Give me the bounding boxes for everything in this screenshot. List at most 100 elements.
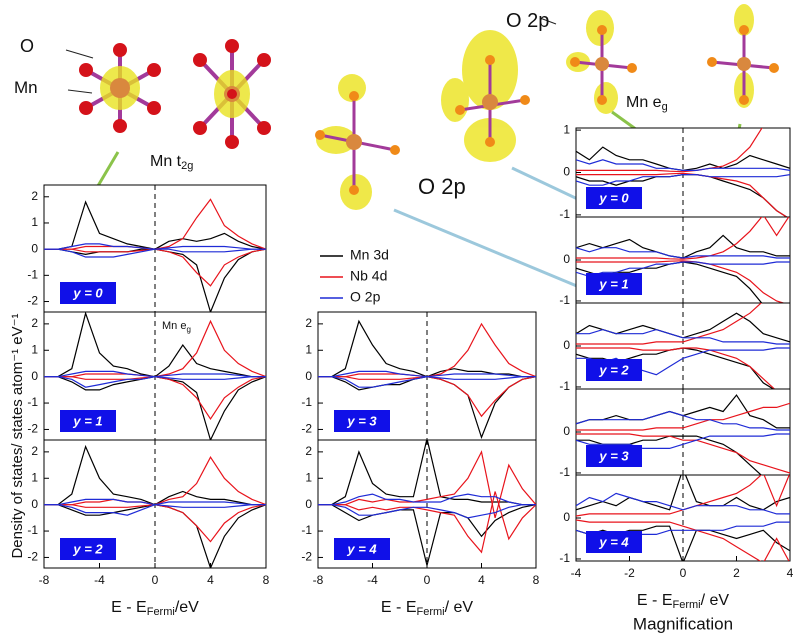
x-axis-label-part: E - E xyxy=(111,599,147,616)
dos-line xyxy=(576,475,790,511)
dos-line xyxy=(576,347,776,389)
series-group xyxy=(318,440,536,566)
leader-line xyxy=(65,49,94,59)
panel-label: y = 2 xyxy=(598,362,629,377)
dos-line xyxy=(44,248,266,258)
y-tick-label: 0 xyxy=(563,338,570,352)
dos-line xyxy=(318,504,536,566)
panel-label-box xyxy=(60,282,116,304)
y-tick-label: 0 xyxy=(563,510,570,524)
y-tick-label: 1 xyxy=(31,470,38,484)
x-axis-label: E - EFermi/eV xyxy=(111,599,199,618)
panel-label-box xyxy=(60,538,116,560)
annotation: O xyxy=(20,36,34,56)
y-tick-label: 2 xyxy=(305,444,312,458)
x-axis-label-part: E - E xyxy=(637,592,673,609)
annotation-part: Mn e xyxy=(162,320,186,332)
x-tick-label: 4 xyxy=(207,573,214,587)
y-tick-label: 1 xyxy=(563,122,570,136)
dos-line xyxy=(576,217,790,260)
annotation-part: Mn t xyxy=(150,153,182,170)
x-axis-label-part: /eV xyxy=(175,599,199,616)
series-group xyxy=(44,312,266,440)
dos-line xyxy=(44,376,266,388)
dos-line xyxy=(576,174,790,186)
y-tick-label: 0 xyxy=(31,241,38,255)
y-tick-label: 0 xyxy=(31,497,38,511)
y-tick-label: -1 xyxy=(27,268,38,282)
y-tick-label: -1 xyxy=(27,395,38,409)
y-tick-label: 2 xyxy=(31,444,38,458)
panel-label: y = 3 xyxy=(346,413,377,428)
dos-line xyxy=(576,261,790,278)
series-group xyxy=(44,444,266,568)
x-tick-label: -8 xyxy=(39,573,50,587)
annotation: O 2p xyxy=(506,10,549,32)
y-tick-label: 1 xyxy=(31,342,38,356)
panel-label: y = 0 xyxy=(598,190,629,205)
dos-line xyxy=(576,260,786,303)
mn-atoms xyxy=(346,57,751,150)
x-axis-label-part: Fermi xyxy=(672,599,700,611)
x-tick-label: 0 xyxy=(152,573,159,587)
dos-line xyxy=(576,172,788,217)
y-axis-label: Density of states/ states atom⁻¹ eV⁻¹ xyxy=(9,313,26,558)
annotation-part: O 2p xyxy=(506,10,549,32)
orbital-illustration xyxy=(65,4,779,210)
dos-line xyxy=(576,433,790,449)
y-tick-label: 1 xyxy=(305,470,312,484)
dos-line xyxy=(576,402,790,431)
annotation-part: Mn xyxy=(14,78,38,97)
x-tick-label: -8 xyxy=(313,573,324,587)
y-tick-label: -1 xyxy=(559,551,570,565)
dos-line xyxy=(576,159,790,171)
y-tick-label: -1 xyxy=(559,207,570,221)
y-tick-label: 0 xyxy=(563,252,570,266)
panel-label: y = 4 xyxy=(346,541,377,556)
dos-line xyxy=(576,303,762,345)
y-tick-label: -1 xyxy=(559,293,570,307)
panel-label-box xyxy=(586,531,642,553)
dos-line xyxy=(576,433,790,474)
panel-label: y = 0 xyxy=(72,285,103,300)
y-tick-label: -1 xyxy=(27,523,38,537)
dos-line xyxy=(318,493,536,506)
annotation: Mn eg xyxy=(162,320,191,334)
x-tick-label: -2 xyxy=(624,566,635,580)
x-tick-label: -4 xyxy=(94,573,105,587)
legend-label: O 2p xyxy=(350,289,381,305)
x-tick-label: 2 xyxy=(733,566,740,580)
panel-label-box xyxy=(586,187,642,209)
mn-atom xyxy=(110,78,130,98)
leader-line xyxy=(67,89,93,94)
y-tick-label: -1 xyxy=(301,523,312,537)
y-tick-label: -1 xyxy=(559,465,570,479)
dos-line xyxy=(576,247,790,259)
dos-line xyxy=(576,410,790,431)
y-tick-label: -1 xyxy=(301,395,312,409)
y-tick-label: 0 xyxy=(563,424,570,438)
x-tick-label: -4 xyxy=(367,573,378,587)
y-tick-label: 1 xyxy=(31,215,38,229)
y-tick-label: 0 xyxy=(31,369,38,383)
y-tick-label: 2 xyxy=(31,189,38,203)
x-axis-label: E - EFermi/ eV xyxy=(637,592,729,611)
y-tick-label: -2 xyxy=(301,422,312,436)
annotation: Mn xyxy=(14,78,38,97)
panel-label-box xyxy=(586,359,642,381)
x-axis-label: E - EFermi/ eV xyxy=(381,599,473,618)
y-tick-label: -2 xyxy=(27,422,38,436)
legend-label: Nb 4d xyxy=(350,268,387,284)
annotation: Mn eg xyxy=(626,94,668,113)
o-atoms xyxy=(315,25,779,195)
y-tick-label: -1 xyxy=(559,379,570,393)
y-tick-label: 0 xyxy=(305,497,312,511)
subtitle: Magnification xyxy=(633,614,733,633)
y-tick-label: 1 xyxy=(305,342,312,356)
x-tick-label: 4 xyxy=(787,566,794,580)
y-tick-label: 2 xyxy=(305,316,312,330)
dos-line xyxy=(318,504,536,519)
series-group xyxy=(318,319,536,440)
panel-label: y = 3 xyxy=(598,448,629,463)
